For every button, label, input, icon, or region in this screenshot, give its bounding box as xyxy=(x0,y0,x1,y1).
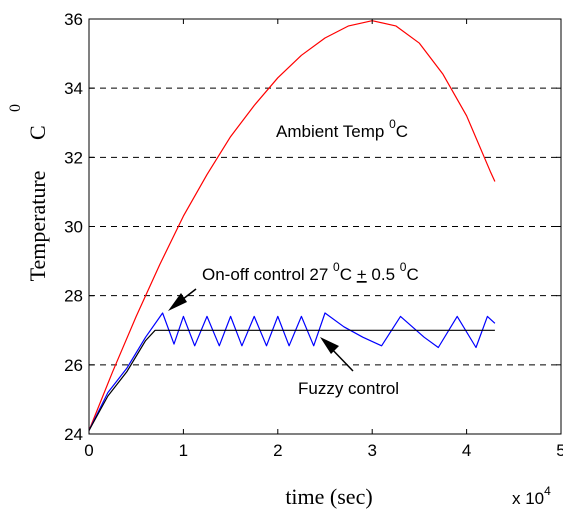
y-axis-unit-c: C xyxy=(25,125,50,140)
x-tick-label-4: 4 xyxy=(462,441,471,460)
y-tick-label-2: 28 xyxy=(64,287,83,306)
x-tick-label-1: 1 xyxy=(179,441,188,460)
onoff-control-annotation: On-off control 27 0C + 0.5 0C xyxy=(202,260,419,284)
x-tick-label-2: 2 xyxy=(273,441,282,460)
x-axis-label: time (sec) xyxy=(285,484,372,509)
y-axis-label-text: Temperature xyxy=(25,171,50,282)
y-tick-label-6: 36 xyxy=(64,10,83,29)
ambient-temp-annotation: Ambient Temp 0C xyxy=(276,117,408,141)
onoff-arrow xyxy=(168,288,197,311)
y-tick-label-4: 32 xyxy=(64,148,83,167)
y-axis-unit-sup: 0 xyxy=(7,104,24,112)
y-axis-label: Temperature xyxy=(25,171,50,282)
fuzzy-control-annotation: Fuzzy control xyxy=(298,379,399,398)
x-tick-label-0: 0 xyxy=(84,441,93,460)
y-tick-label-3: 30 xyxy=(64,218,83,237)
y-axis-unit: 0 xyxy=(7,104,24,112)
fuzzy-arrow xyxy=(320,337,354,372)
grid-lines xyxy=(89,87,561,366)
x-tick-label-5: 5 xyxy=(556,441,563,460)
svg-text:0: 0 xyxy=(7,104,24,112)
ambient-temp-line xyxy=(88,20,496,431)
y-axis-unit-text: C xyxy=(25,125,50,140)
fuzzy-control-line xyxy=(88,329,495,431)
y-tick-label-5: 34 xyxy=(64,79,83,98)
onoff-control-line xyxy=(88,312,496,431)
y-tick-label-0: 24 xyxy=(64,425,83,444)
x-axis-multiplier: x 104 xyxy=(512,484,551,508)
x-tick-label-3: 3 xyxy=(367,441,376,460)
y-tick-label-1: 26 xyxy=(64,356,83,375)
series-layer xyxy=(88,20,496,431)
